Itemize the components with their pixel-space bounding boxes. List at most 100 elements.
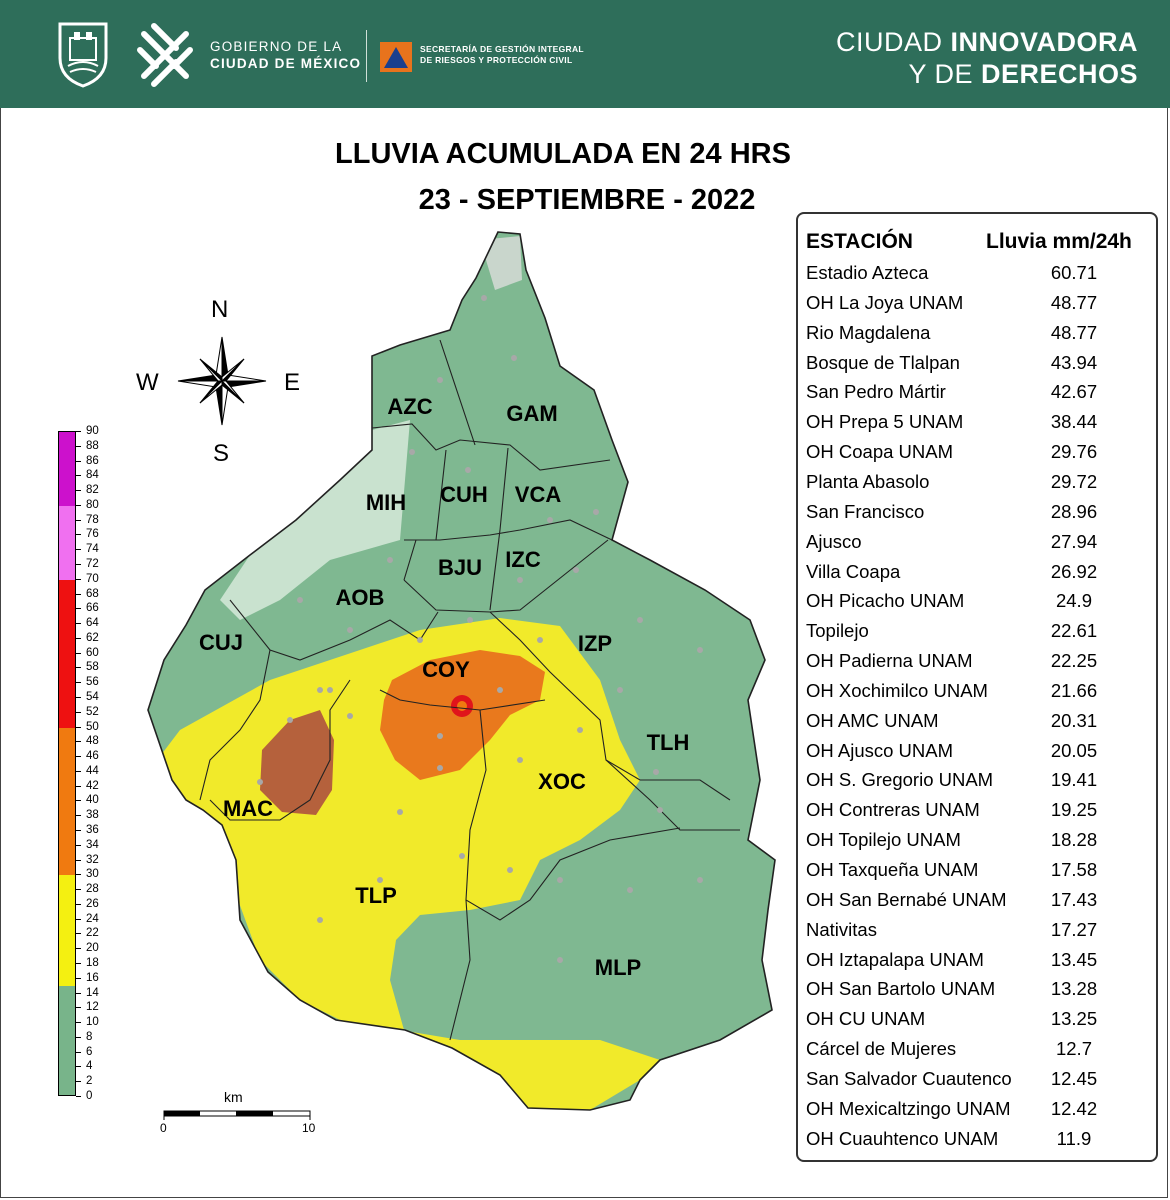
rainfall-value: 38.44: [1050, 411, 1098, 433]
colorbar-tick-mark: [76, 948, 81, 950]
station-markers: [257, 295, 703, 963]
colorbar-tick-mark: [76, 431, 81, 432]
colorbar-tick-mark: [76, 770, 81, 772]
colorbar-tick-label: 76: [86, 528, 99, 541]
colorbar-tick-mark: [76, 697, 81, 698]
table-row: OH CU UNAM 13.25: [806, 1008, 1146, 1037]
rainfall-value: 20.31: [1050, 709, 1098, 731]
colorbar-tick-label: 38: [86, 809, 99, 822]
table-row: OH Iztapalapa UNAM 13.45: [806, 949, 1146, 978]
scalebar-max: 10: [302, 1121, 316, 1135]
colorbar-tick-label: 52: [86, 705, 99, 718]
colorbar-tick-mark: [76, 1022, 81, 1024]
table-row: Topilejo 22.61: [806, 620, 1146, 649]
borough-label-izp: IZP: [578, 631, 612, 656]
rainfall-value: 11.9: [1056, 1127, 1092, 1149]
colorbar-tick-mark: [76, 652, 81, 654]
colorbar-tick-mark: [76, 667, 81, 669]
colorbar-tick-label: 8: [86, 1030, 93, 1043]
borough-label-xoc: XOC: [538, 769, 586, 794]
colorbar-tick-mark: [76, 756, 81, 758]
colorbar-tick-label: 66: [86, 602, 99, 615]
colorbar-tick-label: 6: [86, 1045, 93, 1058]
compass-east-label: E: [284, 369, 301, 396]
rainfall-value: 12.42: [1050, 1097, 1098, 1119]
borough-label-vca: VCA: [515, 482, 562, 507]
station-name: OH Padierna UNAM: [806, 650, 973, 672]
colorbar-band: [59, 986, 75, 1095]
colorbar-tick-label: 12: [86, 1001, 99, 1014]
colorbar-tick-mark: [76, 889, 81, 891]
scalebar: [163, 1110, 311, 1120]
colorbar-tick-label: 50: [86, 720, 99, 733]
colorbar-tick-label: 70: [86, 572, 99, 585]
colorbar-tick-mark: [76, 1081, 81, 1083]
borough-label-aob: AOB: [336, 585, 385, 610]
table-row: OH La Joya UNAM 48.77: [806, 292, 1146, 321]
colorbar-tick-label: 32: [86, 853, 99, 866]
station-name: Bosque de Tlalpan: [806, 351, 960, 373]
borough-label-izc: IZC: [505, 547, 541, 572]
colorbar-tick-label: 20: [86, 942, 99, 955]
rainfall-value: 20.05: [1050, 739, 1098, 761]
colorbar-tick-mark: [76, 637, 81, 639]
station-name: Nativitas: [806, 918, 877, 940]
colorbar-tick-label: 42: [86, 779, 99, 792]
compass-rose-icon: [177, 336, 267, 426]
colorbar-tick-mark: [76, 504, 81, 506]
table-row: Villa Coapa 26.92: [806, 561, 1146, 590]
rainfall-value: 22.25: [1050, 650, 1098, 672]
rainfall-value: 29.76: [1050, 441, 1098, 463]
rainfall-value: 12.45: [1050, 1067, 1098, 1089]
rainfall-value: 24.9: [1055, 590, 1092, 612]
station-name: OH Coapa UNAM: [806, 441, 954, 463]
borough-label-cuh: CUH: [440, 482, 488, 507]
station-name: OH Taxqueña UNAM: [806, 859, 979, 880]
rainfall-colorbar: [58, 431, 76, 1096]
colorbar-tick-mark: [76, 475, 81, 477]
government-name: GOBIERNO DE LA CIUDAD DE MÉXICO: [210, 38, 361, 72]
colorbar-tick-mark: [76, 549, 81, 551]
table-row: OH Prepa 5 UNAM 38.44: [806, 411, 1146, 440]
colorbar-tick-label: 72: [86, 558, 99, 570]
scalebar-unit: km: [224, 1089, 243, 1105]
station-name: San Salvador Cuautenco: [806, 1067, 1012, 1089]
table-header-rainfall: Lluvia mm/24h: [986, 230, 1132, 253]
rainfall-value: 13.25: [1050, 1008, 1098, 1030]
compass-north-label: N: [211, 296, 229, 323]
colorbar-tick-mark: [76, 1007, 81, 1009]
rainfall-value: 29.72: [1050, 470, 1098, 492]
colorbar-band: [59, 432, 75, 506]
station-rainfall-table: ESTACIÓN Lluvia mm/24h Estadio Azteca 60.…: [796, 212, 1158, 1162]
table-row: OH AMC UNAM 20.31: [806, 710, 1146, 739]
table-row: OH Xochimilco UNAM 21.66: [806, 680, 1146, 709]
table-row: San Francisco 28.96: [806, 501, 1146, 530]
civil-protection-triangle-icon: [380, 42, 412, 72]
table-row: Planta Abasolo 29.72: [806, 471, 1146, 500]
colorbar-tick-label: 28: [86, 883, 99, 896]
colorbar-tick-label: 34: [86, 838, 99, 851]
colorbar-band: [59, 727, 75, 876]
colorbar-tick-mark: [76, 903, 81, 905]
rainfall-value: 17.27: [1050, 918, 1098, 940]
colorbar-tick-mark: [76, 534, 81, 536]
header-separator: [366, 30, 367, 82]
colorbar-tick-mark: [76, 859, 81, 861]
map-date: 23 - SEPTIEMBRE - 2022: [418, 184, 756, 216]
table-row: OH Taxqueña UNAM 17.58: [806, 859, 1146, 888]
station-name: Ajusco: [806, 530, 862, 552]
colorbar-tick-mark: [76, 623, 81, 625]
table-row: OH Ajusco UNAM 20.05: [806, 740, 1146, 769]
colorbar-tick-label: 14: [86, 986, 99, 999]
table-row: Ajusco 27.94: [806, 531, 1146, 560]
colorbar-tick-mark: [76, 726, 81, 728]
map-title: LLUVIA ACUMULADA EN 24 HRS: [335, 138, 791, 170]
colorbar-tick-mark: [76, 963, 81, 964]
colorbar-tick-label: 90: [86, 425, 99, 437]
colorbar-tick-label: 62: [86, 631, 99, 644]
colorbar-tick-mark: [76, 578, 81, 580]
colorbar-tick-mark: [76, 564, 81, 565]
table-row: Cárcel de Mujeres 12.7: [806, 1038, 1146, 1067]
rainfall-value: 48.77: [1050, 321, 1098, 343]
colorbar-tick-label: 26: [86, 897, 99, 910]
